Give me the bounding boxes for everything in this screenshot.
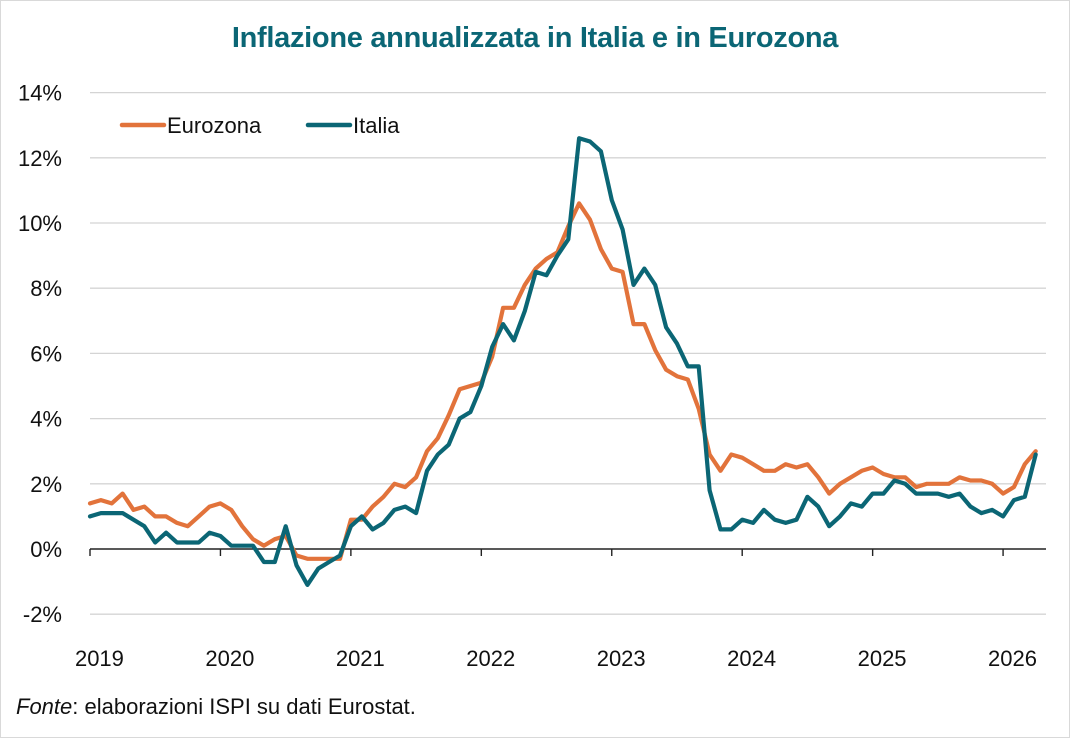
source-text: : elaborazioni ISPI su dati Eurostat.	[72, 694, 416, 719]
x-tick-label: 2025	[858, 646, 907, 671]
grid-lines	[90, 91, 1046, 615]
y-axis-ticks: 14% 12% 10% 8% 6% 4% 2% 0% -2%	[18, 81, 62, 628]
y-tick-label: 6%	[30, 341, 62, 366]
x-tick-label: 2024	[727, 646, 776, 671]
y-tick-label: 2%	[30, 472, 62, 497]
x-tick-label: 2023	[597, 646, 646, 671]
legend-label: Eurozona	[167, 113, 262, 138]
x-tick-label: 2026	[988, 646, 1037, 671]
chart-title: Inflazione annualizzata in Italia e in E…	[231, 22, 839, 54]
x-axis: 2019 2020 2021 2022 2023 2024 2025 2026	[75, 548, 1046, 671]
series-line-italia	[87, 136, 1038, 588]
x-tick-label: 2020	[205, 646, 254, 671]
y-tick-label: -2%	[23, 602, 62, 627]
x-tick-label: 2021	[336, 646, 385, 671]
y-tick-label: 12%	[18, 146, 62, 171]
source-label: Fonte	[16, 694, 73, 719]
y-tick-label: 4%	[30, 407, 62, 432]
x-tick-label: 2022	[466, 646, 515, 671]
y-tick-label: 0%	[30, 537, 62, 562]
series-line-eurozona	[87, 201, 1038, 561]
y-tick-label: 14%	[18, 81, 62, 106]
legend: Eurozona Italia	[119, 113, 400, 138]
y-tick-label: 8%	[30, 276, 62, 301]
source-note: Fonte: elaborazioni ISPI su dati Eurosta…	[16, 694, 416, 720]
legend-label: Italia	[353, 113, 400, 138]
y-tick-label: 10%	[18, 211, 62, 236]
series-lines	[87, 136, 1038, 588]
x-tick-label: 2019	[75, 646, 124, 671]
